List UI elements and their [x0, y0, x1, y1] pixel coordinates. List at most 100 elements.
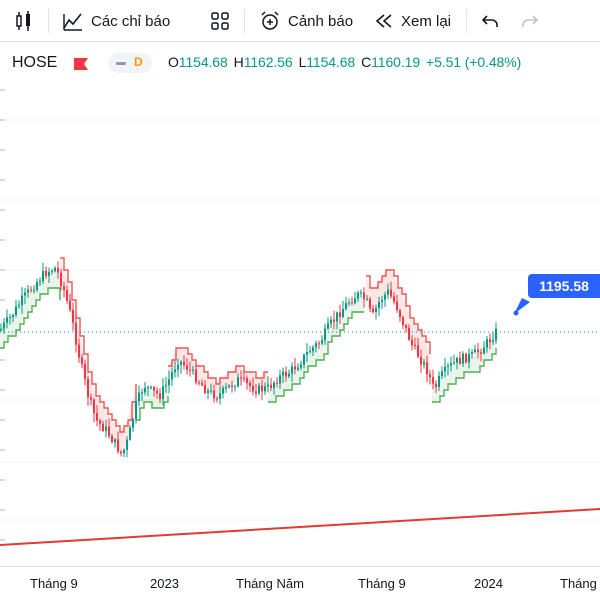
trailing-stop-band [0, 257, 497, 452]
flag-icon [74, 57, 88, 75]
ohlc-readout: O1154.68 H1162.56 L1154.68 C1160.19 +5.51 (+… [168, 54, 527, 70]
candle-body [381, 299, 383, 302]
high-value: 1162.56 [243, 54, 293, 70]
stop-line [168, 347, 268, 385]
indicators-button[interactable]: Các chỉ báo [62, 0, 170, 42]
candle-body [216, 398, 218, 400]
candle-body [486, 339, 488, 348]
candle-body [336, 312, 338, 322]
candle-body [111, 436, 113, 443]
candle-body [42, 271, 44, 282]
candle-body [405, 325, 407, 328]
candle-body [102, 423, 104, 431]
delay-badge: D [134, 55, 143, 69]
candle-body [186, 365, 188, 370]
candle-body [87, 379, 89, 398]
candle-body [21, 295, 23, 306]
data-status-pill[interactable] [108, 53, 152, 73]
exchange-label: HOSE [12, 54, 58, 71]
candle-body [252, 385, 254, 392]
trend-line [0, 508, 600, 546]
top-toolbar: Các chỉ báo Cảnh báo Xem lại [0, 0, 600, 42]
candle-body [357, 292, 359, 299]
candle-body [159, 393, 161, 400]
candle-body [180, 361, 182, 365]
open-key: O [168, 54, 179, 70]
candle-body [168, 379, 170, 386]
candle-body [345, 302, 347, 310]
candle-body [114, 439, 116, 443]
stop-band-fill [60, 258, 136, 452]
layouts-button[interactable] [210, 0, 230, 42]
candle-body [273, 382, 275, 388]
candle-body [450, 363, 452, 366]
candle-body [339, 312, 341, 317]
candle-body [393, 296, 395, 302]
chart-grid [0, 89, 600, 541]
low-key: L [298, 54, 307, 70]
candle-body [426, 362, 428, 375]
rewind-icon [374, 11, 394, 31]
candlestick-series [0, 261, 497, 458]
candle-body [222, 387, 224, 394]
candle-body [282, 371, 284, 376]
candle-body [45, 271, 47, 276]
candle-body [363, 292, 365, 300]
candle-body [324, 328, 326, 341]
close-value: 1160.19 [371, 54, 421, 70]
stop-line [60, 257, 137, 433]
candle-body [207, 390, 209, 393]
change-value: +5.51 (+0.48%) [426, 54, 522, 70]
candle-body [459, 357, 461, 364]
candle-body [474, 349, 476, 353]
candle-body [306, 352, 308, 355]
candle-body [396, 301, 398, 311]
candle-body [429, 374, 431, 378]
candle-body [276, 382, 278, 384]
candle-body [177, 364, 179, 370]
candle-body [150, 386, 152, 388]
candle-body [423, 362, 425, 365]
candles-icon [14, 10, 34, 32]
candle-body [408, 327, 410, 340]
candle-body [333, 319, 335, 322]
candle-body [219, 393, 221, 399]
candle-body [225, 387, 227, 389]
candle-body [66, 289, 68, 301]
candle-body [39, 281, 41, 283]
candle-body [462, 353, 464, 364]
candle-body [489, 339, 491, 343]
candle-body [33, 289, 35, 291]
candle-body [162, 386, 164, 400]
candle-body [435, 383, 437, 387]
candle-body [78, 344, 80, 358]
candle-body [378, 301, 380, 309]
candle-body [384, 294, 386, 300]
candle-body [375, 308, 377, 312]
candle-body [483, 347, 485, 354]
candle-body [372, 308, 374, 312]
candle-body [30, 289, 32, 291]
candle-body [75, 322, 77, 345]
replay-button[interactable]: Xem lại [374, 0, 451, 42]
candle-body [3, 322, 5, 329]
candle-body [438, 375, 440, 387]
candle-body [174, 369, 176, 373]
candle-body [249, 382, 251, 386]
candle-body [96, 413, 98, 421]
candle-type-button[interactable] [14, 0, 34, 42]
candle-body [138, 392, 140, 402]
redo-button[interactable] [520, 0, 540, 42]
candle-body [153, 386, 155, 391]
candle-body [243, 377, 245, 379]
candle-body [240, 377, 242, 379]
candle-body [441, 371, 443, 376]
candle-body [195, 369, 197, 383]
alerts-button[interactable]: Cảnh báo [259, 0, 353, 42]
candle-body [261, 385, 263, 392]
undo-button[interactable] [480, 0, 500, 42]
candle-body [126, 439, 128, 450]
candle-body [369, 298, 371, 309]
stop-line [432, 348, 497, 403]
